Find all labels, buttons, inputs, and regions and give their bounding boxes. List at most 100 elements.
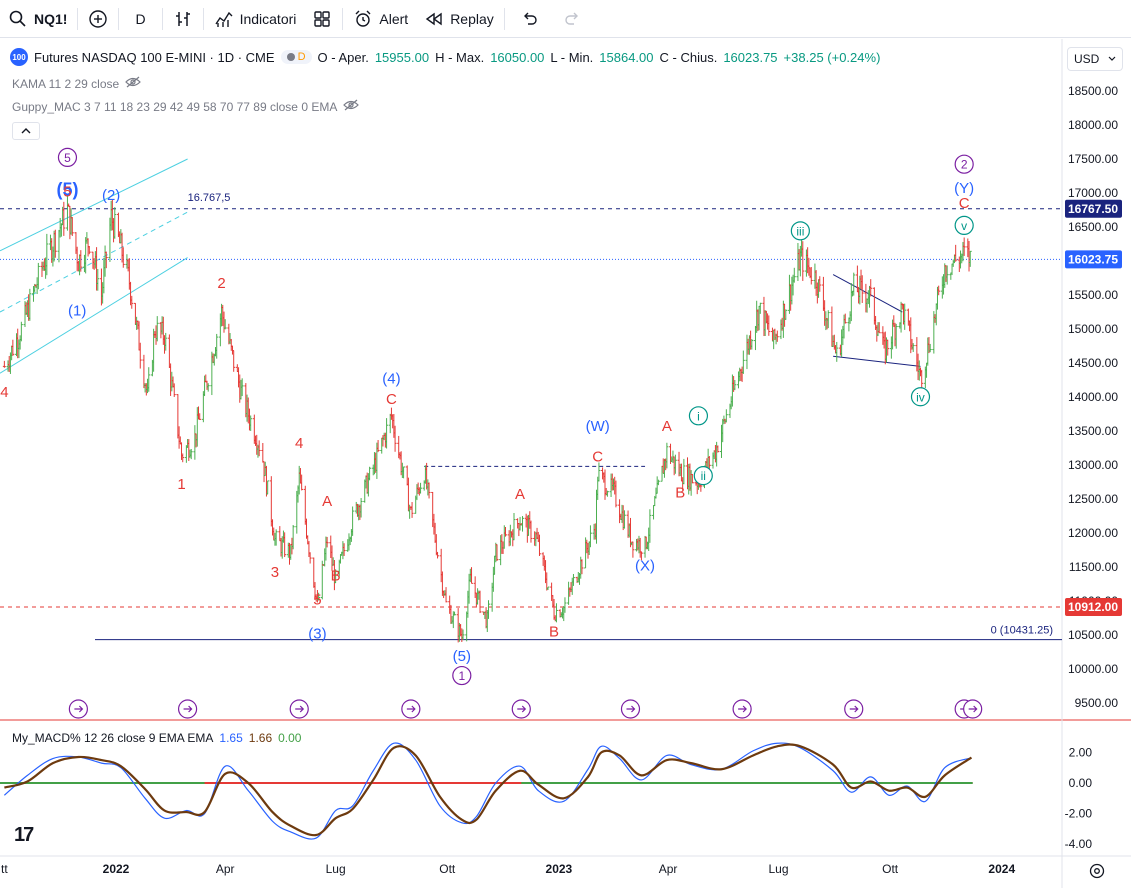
ohlc-bar bbox=[826, 310, 830, 329]
wave-label-text: (2) bbox=[102, 187, 120, 204]
ohlc-bar bbox=[639, 551, 643, 561]
ohlc-bar bbox=[495, 544, 499, 561]
wave-label-circle bbox=[688, 406, 709, 426]
macd-legend[interactable]: My_MACD% 12 26 close 9 EMA EMA 1.65 1.66… bbox=[12, 731, 301, 745]
guppy-indicator-legend[interactable]: Guppy_MAC 3 7 11 18 23 29 42 49 58 70 77… bbox=[12, 99, 360, 114]
collapse-legend-button[interactable] bbox=[12, 122, 40, 140]
redo-button[interactable] bbox=[551, 0, 595, 38]
ohlc-bar bbox=[843, 313, 847, 324]
wave-label-text: i bbox=[697, 409, 700, 423]
ohlc-bar bbox=[291, 525, 295, 550]
ohlc-bar bbox=[478, 590, 482, 614]
open-label: O - Aper. bbox=[317, 49, 369, 65]
chart-area[interactable]: 18500.00 18000.00 17500.00 17000.00 16500.00… bbox=[0, 39, 1131, 888]
ohlc-bar bbox=[903, 303, 907, 330]
wave-label-text: 5 bbox=[63, 183, 71, 200]
wave-label: 5 bbox=[313, 591, 321, 608]
chart-type-button[interactable] bbox=[165, 0, 201, 38]
ohlc-bar bbox=[801, 241, 805, 281]
ohlc-bar bbox=[79, 250, 83, 272]
wave-label-text: (3) bbox=[308, 625, 326, 642]
price-axis-tick: 18500.00 bbox=[1068, 84, 1118, 98]
undo-icon bbox=[519, 9, 539, 29]
ohlc-bar bbox=[767, 315, 771, 336]
ohlc-bar bbox=[877, 322, 881, 334]
wave-label-text: 5 bbox=[313, 591, 321, 608]
wedge-lower-line bbox=[833, 355, 921, 367]
wave-label: (Y) bbox=[954, 180, 974, 197]
ohlc-bar bbox=[155, 316, 159, 342]
ohlc-bar bbox=[427, 482, 431, 499]
wave-label: (2) bbox=[102, 187, 120, 204]
bars-chart-icon bbox=[173, 9, 193, 29]
ohlc-bar bbox=[45, 233, 49, 276]
tradingview-logo[interactable]: 17 bbox=[14, 824, 34, 846]
ohlc-bar bbox=[563, 597, 567, 613]
ohlc-bar bbox=[172, 383, 176, 397]
event-marker bbox=[511, 699, 531, 719]
ohlc-bar bbox=[580, 559, 584, 575]
wave-label-text: C bbox=[592, 449, 603, 466]
symbol-search[interactable]: NQ1! bbox=[0, 0, 75, 38]
wave-label-text: 3 bbox=[271, 564, 279, 581]
alert-button[interactable]: Alert bbox=[345, 0, 416, 38]
close-label: C - Chius. bbox=[659, 49, 718, 65]
wave-label: B bbox=[331, 568, 341, 585]
time-axis-tick: Lug bbox=[326, 862, 346, 876]
ohlc-bar bbox=[28, 288, 32, 321]
wave-label: 2 bbox=[217, 275, 225, 292]
indicators-button[interactable]: Indicatori bbox=[206, 0, 305, 38]
undo-button[interactable] bbox=[507, 0, 551, 38]
currency-select[interactable]: USD bbox=[1067, 47, 1123, 71]
time-axis-tick: Ott bbox=[439, 862, 456, 876]
open-value: 15955.00 bbox=[374, 49, 430, 65]
wave-label: i bbox=[688, 406, 709, 426]
interval-button[interactable]: D bbox=[121, 0, 159, 38]
wave-label: 1 bbox=[177, 476, 185, 493]
data-status-badge[interactable]: D bbox=[280, 50, 312, 64]
ohlc-bar bbox=[70, 217, 74, 236]
compare-button[interactable] bbox=[80, 0, 116, 38]
ohlc-bar bbox=[520, 516, 524, 532]
ohlc-bar bbox=[167, 334, 171, 368]
indicators-icon bbox=[214, 9, 234, 29]
wave-label-text: (Y) bbox=[954, 180, 974, 197]
ohlc-bar bbox=[860, 275, 864, 303]
wave-label: (3) bbox=[308, 625, 326, 642]
layouts-button[interactable] bbox=[304, 0, 340, 38]
price-bars bbox=[2, 195, 972, 643]
wave-label-circle bbox=[452, 665, 472, 686]
nasdaq-100-logo: 100 bbox=[10, 48, 28, 66]
gear-icon[interactable] bbox=[1088, 862, 1106, 880]
ohlc-bar bbox=[504, 527, 507, 537]
wave-label: (W) bbox=[586, 418, 610, 435]
time-axis-tick: Apr bbox=[216, 862, 235, 876]
ohlc-bar bbox=[690, 473, 694, 484]
kama-indicator-legend[interactable]: KAMA 11 2 29 close bbox=[12, 76, 142, 91]
wave-label-text: (5) bbox=[453, 648, 471, 665]
hidden-eye-icon[interactable] bbox=[125, 76, 142, 91]
rewind-icon bbox=[424, 9, 444, 29]
ohlc-bar bbox=[529, 520, 533, 543]
hidden-eye-icon[interactable] bbox=[343, 99, 360, 114]
price-axis-tick: 13000.00 bbox=[1068, 458, 1118, 472]
wave-label: (1) bbox=[68, 302, 86, 319]
event-marker bbox=[68, 699, 88, 719]
series-legend: 100 Futures NASDAQ 100 E-MINI · 1D · CME… bbox=[10, 48, 880, 66]
price-axis-tick: 17500.00 bbox=[1068, 152, 1118, 166]
ohlc-bar bbox=[198, 413, 202, 420]
ohlc-bar bbox=[300, 474, 304, 491]
ohlc-bar bbox=[261, 442, 265, 463]
ohlc-bar bbox=[257, 440, 261, 457]
status-dot-icon bbox=[286, 53, 295, 61]
toolbar-divider bbox=[161, 7, 163, 30]
ohlc-bar bbox=[652, 504, 656, 520]
grid-layout-icon bbox=[312, 9, 332, 29]
ohlc-bar bbox=[928, 343, 932, 353]
wave-label: C bbox=[592, 449, 603, 466]
ohlc-bar bbox=[648, 509, 652, 543]
ohlc-bar bbox=[852, 272, 856, 296]
chart-canvas[interactable]: 18500.00 18000.00 17500.00 17000.00 16500.00… bbox=[0, 39, 1131, 888]
replay-button[interactable]: Replay bbox=[416, 0, 502, 38]
price-level-value: 16767.50 bbox=[1068, 202, 1118, 216]
